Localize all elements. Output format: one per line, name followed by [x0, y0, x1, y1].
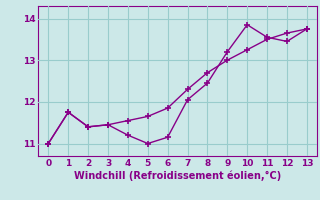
X-axis label: Windchill (Refroidissement éolien,°C): Windchill (Refroidissement éolien,°C): [74, 171, 281, 181]
